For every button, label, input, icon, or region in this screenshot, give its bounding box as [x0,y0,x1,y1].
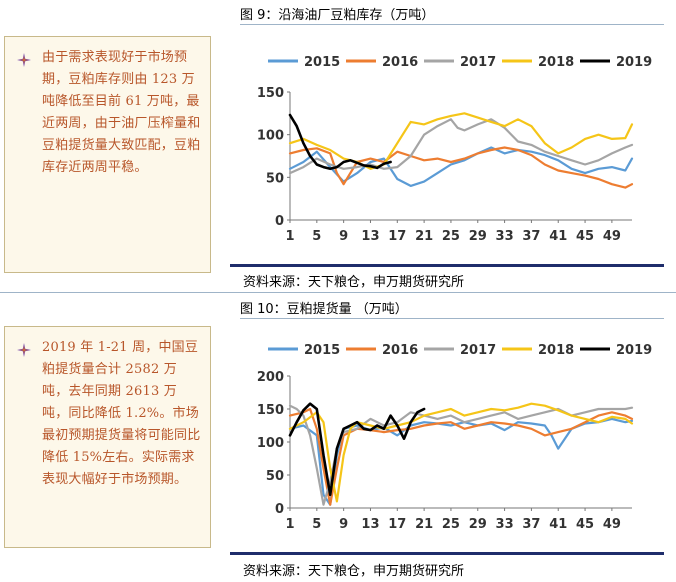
legend-label-2017: 2017 [460,55,496,70]
x-tick-label: 5 [312,229,321,244]
x-tick-label: 21 [415,517,433,532]
x-tick-label: 37 [522,517,540,532]
star-bullet-icon [17,53,31,67]
x-tick-label: 45 [576,517,594,532]
source-note-2: 资料来源：天下粮仓，申万期货研究所 [243,564,465,579]
x-tick-label: 5 [312,517,321,532]
legend-label-2019: 2019 [616,55,652,70]
x-tick-label: 33 [496,517,514,532]
legend-label-2017: 2017 [460,343,496,358]
chart-caption-2: 图 10：豆粕提货量 （万吨） [240,302,408,317]
x-tick-label: 9 [339,229,348,244]
x-tick-label: 49 [603,229,621,244]
y-tick-label: 150 [257,86,284,101]
legend-label-2019: 2019 [616,343,652,358]
y-tick-label: 50 [266,469,284,484]
x-tick-label: 21 [415,229,433,244]
legend-label-2018: 2018 [538,55,574,70]
x-tick-label: 33 [496,229,514,244]
source-rule-2 [230,552,664,555]
note-box-1: 由于需求表现好于市场预期，豆粕库存则由 123 万吨降低至目前 61 万吨，最近… [4,36,211,273]
y-tick-label: 100 [257,129,284,144]
x-tick-label: 9 [339,517,348,532]
x-tick-label: 29 [469,229,487,244]
series-line-2019 [288,113,392,171]
legend-label-2018: 2018 [538,343,574,358]
series-line-2019 [288,402,426,497]
legend-label-2016: 2016 [382,55,418,70]
x-tick-label: 1 [285,229,294,244]
legend-label-2015: 2015 [304,343,340,358]
y-tick-label: 50 [266,171,284,186]
series-line-2017 [288,404,634,506]
x-tick-label: 17 [388,517,406,532]
caption-underline-2 [240,318,664,319]
x-tick-label: 25 [442,229,460,244]
x-tick-label: 37 [522,229,540,244]
series-line-2017 [288,118,634,175]
series-line-2016 [288,146,634,189]
x-tick-label: 41 [549,517,567,532]
x-tick-label: 17 [388,229,406,244]
legend-label-2015: 2015 [304,55,340,70]
series-line-2018 [288,402,634,503]
chart-caption-1: 图 9：沿海油厂豆粕库存（万吨） [240,8,435,23]
y-tick-label: 0 [275,502,284,517]
y-tick-label: 0 [275,214,284,229]
x-tick-label: 1 [285,517,294,532]
caption-underline-1 [240,24,664,25]
chart-soymeal-offtake: 2015 2016 2017 2018 2019 0 50 100 150 200 1 5 9 13 17 2… [257,343,652,532]
star-bullet-icon [17,343,31,357]
x-tick-label: 41 [549,229,567,244]
y-tick-label: 200 [257,370,284,385]
x-tick-label: 45 [576,229,594,244]
y-tick-label: 100 [257,436,284,451]
note-text-2: 2019 年 1-21 周，中国豆粕提货量合计 2582 万吨，去年同期 261… [42,340,201,487]
x-tick-label: 13 [361,229,379,244]
source-note-1: 资料来源：天下粮仓，申万期货研究所 [243,275,465,290]
legend-label-2016: 2016 [382,343,418,358]
x-tick-label: 13 [361,517,379,532]
series-line-2016 [288,407,634,506]
section-divider [0,292,676,293]
chart-soymeal-inventory: 2015 2016 2017 2018 2019 0 50 100 150 1 5 9 13 17 21 25… [257,55,652,244]
x-tick-label: 49 [603,517,621,532]
note-text-1: 由于需求表现好于市场预期，豆粕库存则由 123 万吨降低至目前 61 万吨，最近… [42,50,201,175]
x-tick-label: 29 [469,517,487,532]
source-rule-1 [230,264,664,267]
note-box-2: 2019 年 1-21 周，中国豆粕提货量合计 2582 万吨，去年同期 261… [4,326,211,548]
y-tick-label: 150 [257,403,284,418]
x-tick-label: 25 [442,517,460,532]
